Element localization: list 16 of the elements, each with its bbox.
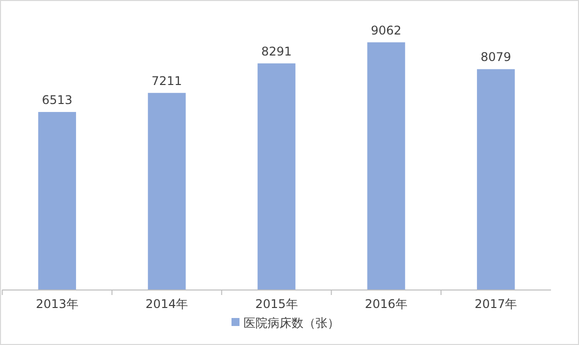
x-tick-label: 2013年	[36, 297, 78, 311]
data-label: 8291	[261, 44, 292, 58]
x-tick-label: 2015年	[255, 297, 298, 311]
data-label: 9062	[370, 23, 402, 38]
x-tick-label: 2016年	[364, 297, 408, 311]
bar	[258, 63, 296, 290]
bar	[367, 42, 406, 290]
bar	[148, 92, 186, 290]
data-label: 8079	[480, 50, 512, 64]
data-label: 6513	[42, 92, 72, 107]
legend-label: 医院病床数（张）	[244, 316, 340, 330]
data-label: 7211	[152, 74, 182, 88]
x-tick-label: 2017年	[474, 297, 518, 311]
bar	[476, 69, 515, 290]
bar	[38, 112, 76, 290]
x-tick-label: 2014年	[146, 297, 188, 311]
